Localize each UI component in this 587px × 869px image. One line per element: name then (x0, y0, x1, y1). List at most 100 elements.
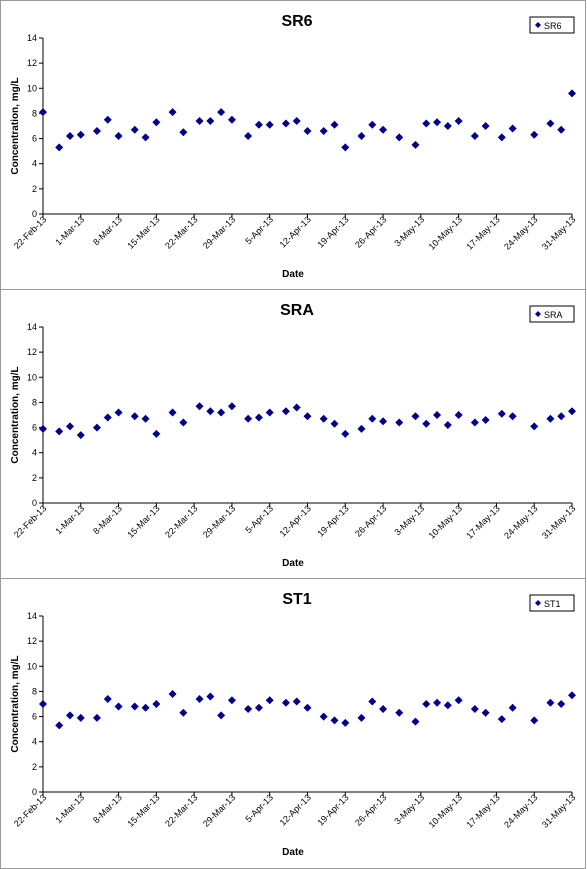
data-point (303, 412, 312, 421)
data-point (443, 421, 452, 430)
y-tick-label: 4 (32, 159, 37, 169)
data-point (39, 108, 47, 117)
x-tick-label: 5-Apr-13 (243, 214, 275, 246)
data-point (281, 407, 290, 416)
y-tick-label: 6 (32, 423, 37, 433)
x-tick-label: 10-May-13 (427, 503, 464, 540)
x-tick-label: 1-Mar-13 (53, 792, 86, 825)
data-point (179, 418, 188, 427)
data-point (481, 122, 490, 130)
data-point (65, 132, 74, 141)
data-point (227, 696, 236, 705)
data-point (395, 133, 404, 142)
data-point (227, 115, 236, 124)
x-tick-label: 26-Apr-13 (353, 792, 388, 827)
x-tick-label: 8-Mar-13 (91, 214, 124, 247)
data-point (546, 119, 555, 128)
data-point (227, 402, 236, 411)
data-point (55, 427, 64, 436)
y-tick-label: 14 (27, 322, 37, 332)
x-tick-label: 22-Feb-13 (12, 503, 48, 539)
legend-marker (535, 311, 541, 317)
x-tick-label: 12-Apr-13 (278, 503, 313, 538)
x-tick-label: 3-May-13 (392, 503, 426, 537)
data-point (168, 408, 177, 417)
data-point (217, 711, 226, 720)
data-point (379, 417, 388, 426)
x-tick-label: 15-Mar-13 (125, 792, 161, 828)
data-point (206, 407, 215, 416)
x-tick-label: 24-May-13 (502, 503, 539, 540)
data-point (303, 703, 312, 712)
data-point (179, 128, 188, 137)
data-point (92, 713, 101, 722)
data-point (422, 119, 431, 128)
x-tick-label: 22-Feb-13 (12, 214, 48, 250)
data-point (141, 414, 150, 423)
data-point (152, 118, 161, 127)
y-tick-label: 2 (32, 762, 37, 772)
x-tick-label: 17-May-13 (464, 503, 501, 540)
chart-title: ST1 (282, 591, 311, 608)
data-point (130, 412, 139, 421)
data-point (114, 702, 123, 711)
x-axis-label: Date (282, 847, 304, 858)
x-tick-label: 22-Feb-13 (12, 792, 48, 828)
x-tick-label: 3-May-13 (392, 214, 426, 248)
x-tick-label: 15-Mar-13 (125, 503, 161, 539)
legend: SR6 (529, 16, 575, 34)
data-point (76, 713, 85, 722)
data-point (130, 125, 139, 134)
y-tick-label: 2 (32, 473, 37, 483)
y-tick-label: 14 (27, 33, 37, 43)
data-point (65, 711, 74, 720)
data-point (292, 403, 301, 412)
data-point (470, 132, 479, 141)
y-tick-label: 14 (27, 611, 37, 621)
y-tick-label: 0 (32, 209, 37, 219)
data-point (330, 419, 339, 428)
data-point (152, 700, 161, 708)
data-point (368, 120, 377, 129)
x-tick-label: 8-Mar-13 (91, 792, 124, 825)
legend-label: ST1 (544, 599, 561, 609)
data-point (103, 413, 112, 422)
data-point (530, 130, 539, 139)
data-point (65, 422, 74, 431)
data-point (546, 414, 555, 423)
x-tick-label: 3-May-13 (392, 792, 426, 826)
y-axis-label: Concentration, mg/L (10, 77, 21, 174)
data-point (411, 717, 420, 726)
y-tick-label: 6 (32, 712, 37, 722)
data-point (92, 423, 101, 432)
y-axis-label: Concentration, mg/L (10, 366, 21, 463)
x-tick-label: 22-Mar-13 (163, 792, 199, 828)
y-tick-label: 12 (27, 347, 37, 357)
x-tick-label: 15-Mar-13 (125, 214, 161, 250)
data-point (568, 89, 576, 98)
x-tick-label: 24-May-13 (502, 214, 539, 251)
data-point (454, 116, 463, 125)
data-point (254, 413, 263, 422)
legend-box (529, 594, 575, 612)
y-tick-label: 10 (27, 661, 37, 671)
legend-label: SRA (544, 310, 563, 320)
x-tick-label: 24-May-13 (502, 792, 539, 829)
data-point (341, 429, 350, 438)
legend-marker (535, 600, 541, 606)
data-point (303, 127, 312, 136)
legend-box (529, 16, 575, 34)
data-point (379, 125, 388, 134)
x-tick-label: 31-May-13 (540, 503, 577, 540)
x-tick-label: 22-Mar-13 (163, 503, 199, 539)
data-point (568, 691, 576, 700)
x-tick-label: 8-Mar-13 (91, 503, 124, 536)
data-point (557, 700, 566, 708)
data-point (39, 700, 47, 708)
data-point (357, 713, 366, 722)
y-tick-label: 10 (27, 83, 37, 93)
